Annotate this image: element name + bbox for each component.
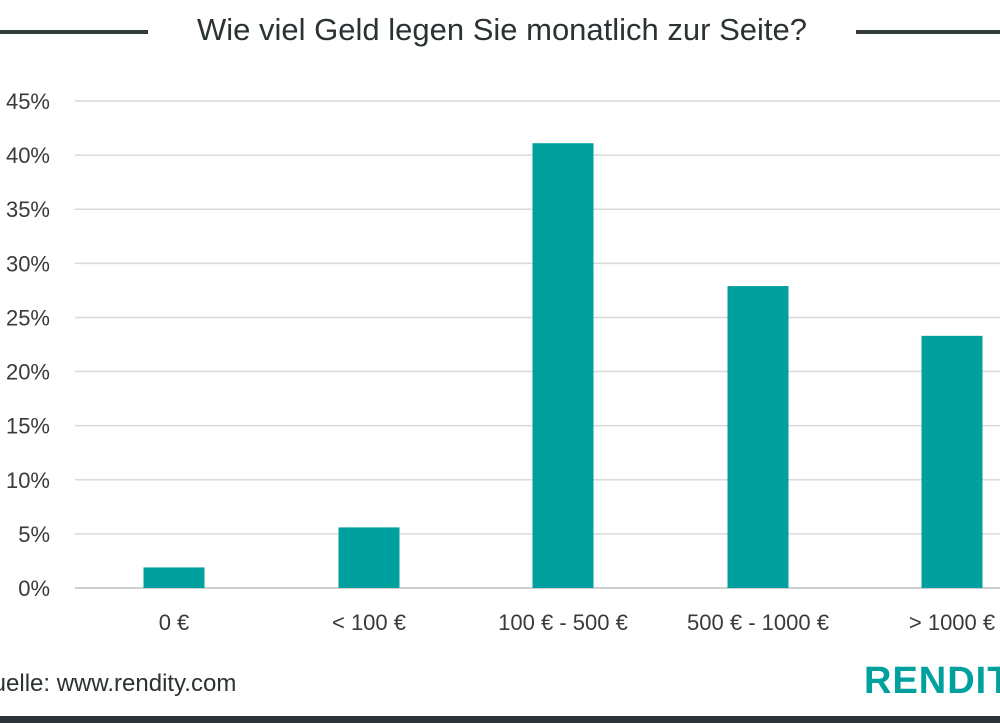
y-tick-label: 20%	[6, 360, 50, 385]
y-tick-label: 10%	[6, 468, 50, 493]
title-rule-right	[856, 30, 1000, 34]
bar-chart: 0% 5% 10% 15% 20% 25% 30% 35% 40% 45% 0 € < 100 € 10…	[6, 89, 1000, 635]
y-tick-label: 30%	[6, 251, 50, 276]
y-tick-label: 0%	[18, 576, 50, 601]
bar	[338, 527, 400, 588]
x-tick-label: 500 € - 1000 €	[687, 610, 829, 635]
y-tick-label: 25%	[6, 305, 50, 330]
source-note: Quelle: www.rendity.com	[0, 670, 237, 697]
bar	[921, 335, 983, 588]
x-tick-label: > 1000 €	[909, 610, 995, 635]
y-tick-label: 35%	[6, 197, 50, 222]
y-tick-label: 15%	[6, 414, 50, 439]
title-rule-left	[0, 30, 148, 34]
y-tick-label: 40%	[6, 143, 50, 168]
rendity-logo: RENDITY	[864, 660, 1000, 702]
chart-title: Wie viel Geld legen Sie monatlich zur Se…	[197, 12, 807, 47]
bar	[143, 567, 205, 588]
bar	[532, 143, 594, 588]
y-tick-label: 45%	[6, 89, 50, 114]
bar	[727, 286, 789, 588]
x-tick-label: 100 € - 500 €	[498, 610, 628, 635]
bottom-bar	[0, 716, 1000, 723]
y-tick-label: 5%	[18, 522, 50, 547]
x-tick-label: < 100 €	[332, 610, 406, 635]
x-tick-label: 0 €	[159, 610, 190, 635]
